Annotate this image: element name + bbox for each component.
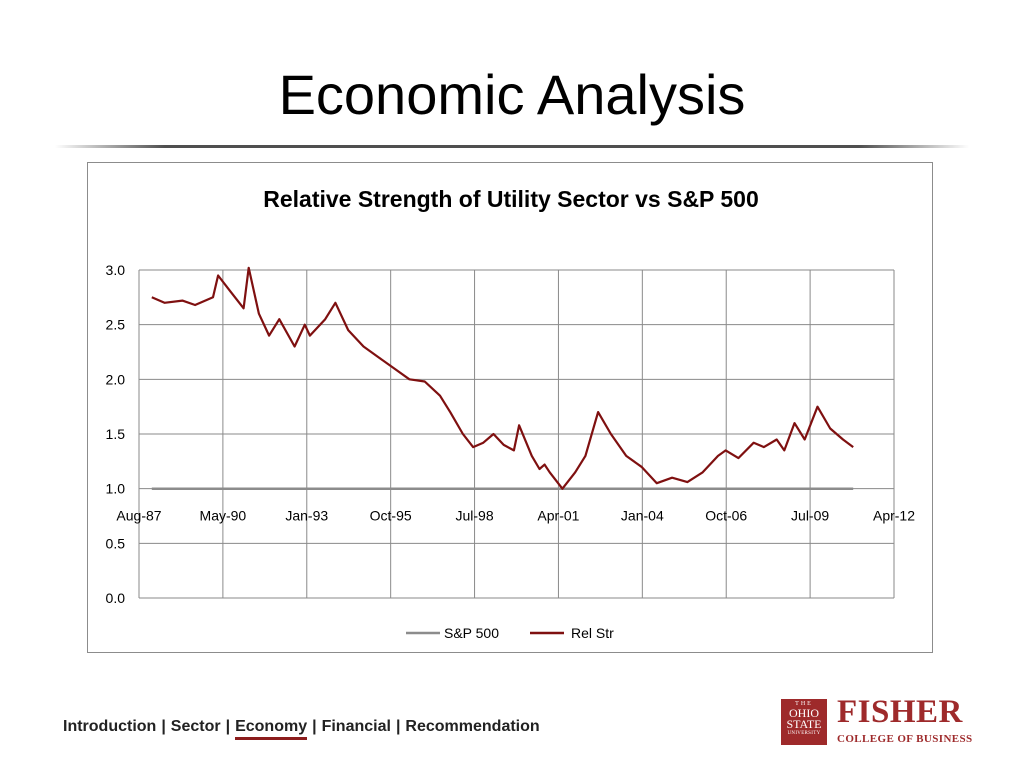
seal-line-the: THE xyxy=(795,701,813,707)
series-lines xyxy=(151,266,854,490)
x-tick-label: Oct-06 xyxy=(705,508,747,524)
x-axis-ticks: Aug-87 May-90 Jan-93 Oct-95 Jul-98 Apr-01 Jan-… xyxy=(116,508,915,524)
nav-item-sector[interactable]: Sector xyxy=(170,718,221,735)
title-divider xyxy=(55,145,969,148)
seal-line-state: STATE xyxy=(786,717,822,731)
section-nav: Introduction | Sector | Economy | Financial | Re… xyxy=(63,718,540,740)
y-tick-label: 2.0 xyxy=(106,371,126,387)
fisher-logo-subtitle: COLLEGE OF BUSINESS xyxy=(837,733,973,745)
legend: S&P 500 Rel Str xyxy=(406,625,614,641)
series-line-rel-str xyxy=(151,266,854,490)
x-tick-label: Jan-93 xyxy=(285,508,328,524)
ohio-state-seal: THE OHIO STATE UNIVERSITY xyxy=(781,699,827,745)
nav-item-financial[interactable]: Financial xyxy=(321,718,391,735)
y-tick-label: 0.5 xyxy=(106,535,126,551)
y-tick-label: 3.0 xyxy=(106,262,126,278)
y-tick-label: 2.5 xyxy=(106,317,126,333)
nav-separator: | xyxy=(395,718,401,735)
slide-title: Economic Analysis xyxy=(278,63,746,126)
x-tick-label: Apr-12 xyxy=(873,508,915,524)
y-tick-label: 1.0 xyxy=(106,481,126,497)
relative-strength-chart: Relative Strength of Utility Sector vs S… xyxy=(106,186,916,641)
nav-item-economy[interactable]: Economy xyxy=(235,718,308,740)
y-axis-ticks: 0.0 0.5 1.0 1.5 2.0 2.5 3.0 xyxy=(106,262,126,606)
fisher-logo-name: FISHER xyxy=(837,694,963,730)
nav-item-recommendation[interactable]: Recommendation xyxy=(405,718,540,735)
x-tick-label: May-90 xyxy=(200,508,247,524)
x-tick-label: Jan-04 xyxy=(621,508,664,524)
nav-separator: | xyxy=(312,718,317,735)
x-tick-label: Jul-98 xyxy=(455,508,493,524)
y-tick-label: 1.5 xyxy=(106,426,126,442)
chart-frame: Relative Strength of Utility Sector vs S… xyxy=(87,162,933,653)
x-tick-label: Oct-95 xyxy=(370,508,412,524)
y-tick-label: 0.0 xyxy=(106,590,126,606)
chart-title: Relative Strength of Utility Sector vs S… xyxy=(263,186,759,212)
x-tick-label: Jul-09 xyxy=(791,508,829,524)
nav-separator: | xyxy=(161,718,166,735)
legend-label: Rel Str xyxy=(571,625,614,641)
legend-label: S&P 500 xyxy=(444,625,499,641)
nav-item-introduction[interactable]: Introduction xyxy=(63,718,157,735)
seal-line-ohio: OHIO xyxy=(789,706,819,720)
x-tick-label: Aug-87 xyxy=(116,508,161,524)
x-tick-label: Apr-01 xyxy=(537,508,579,524)
seal-line-university: UNIVERSITY xyxy=(787,731,821,736)
nav-separator: | xyxy=(225,718,231,735)
